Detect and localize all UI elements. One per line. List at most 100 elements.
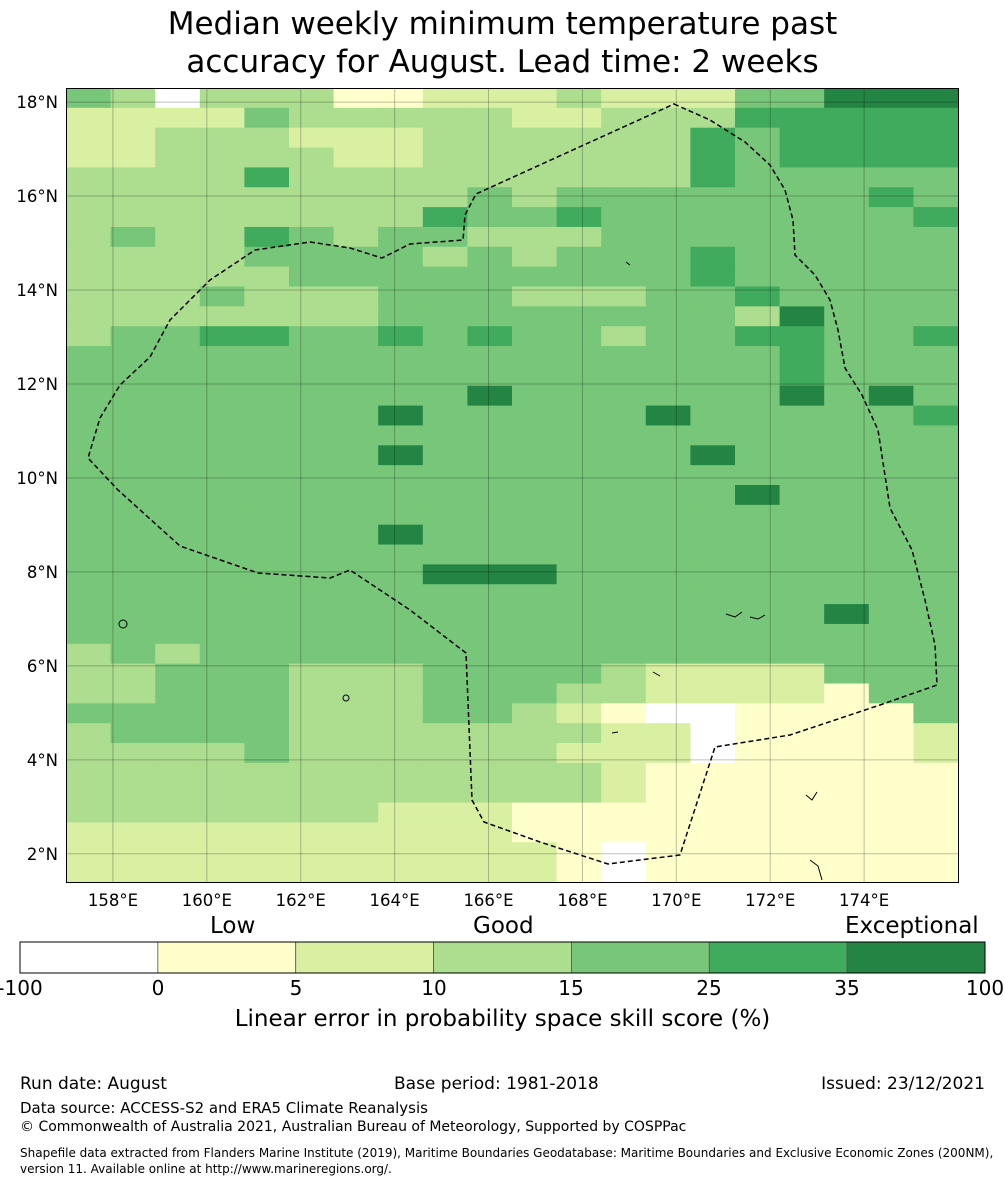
grid-cell [913,782,959,804]
grid-cell [110,485,156,506]
grid-cell [422,88,468,109]
grid-cell [556,88,602,109]
grid-cell [556,226,602,248]
grid-cell [601,842,647,863]
grid-cell [601,504,647,526]
grid-cell [868,445,914,466]
grid-cell [645,544,691,565]
latitude-tick-label: 18°N [16,93,58,112]
grid-cell [467,465,513,486]
grid-cell [467,365,513,387]
grid-cell [512,504,558,526]
grid-cell [422,127,468,149]
grid-cell [690,485,736,506]
grid-cell [289,564,335,585]
grid-cell [422,207,468,228]
grid-cell [467,663,513,685]
grid-cell [289,425,335,446]
grid-cell [690,802,736,824]
grid-cell [378,107,424,129]
grid-cell [512,147,558,168]
longitude-tick-label: 168°E [557,891,607,910]
grid-cell [601,524,647,546]
grid-cell [779,782,825,804]
grid-cell [868,365,914,387]
grid-cell [690,524,736,546]
grid-cell [244,842,290,863]
grid-cell [422,425,468,446]
grid-cell [244,465,290,486]
grid-cell [110,425,156,446]
grid-cell [155,385,201,407]
longitude-tick-label: 174°E [839,891,889,910]
grid-cell [467,167,513,188]
grid-cell [868,604,914,625]
grid-cell [199,425,245,446]
grid-cell [110,762,156,784]
grid-cell [333,723,379,744]
grid-cell [110,226,156,248]
grid-cell [913,405,959,427]
grid-cell [913,306,959,327]
grid-cell [868,465,914,486]
grid-cell [601,346,647,367]
grid-cell [735,504,781,526]
grid-cell [735,385,781,407]
grid-cell [467,286,513,307]
grid-cell [333,346,379,367]
grid-cell [378,88,424,109]
grid-cell [824,663,870,685]
latitude-tick-label: 14°N [16,281,58,300]
grid-cell [868,822,914,843]
grid-cell [155,485,201,506]
grid-cell [690,306,736,327]
grid-cell [913,127,959,149]
grid-cell [66,226,112,248]
grid-cell [868,286,914,307]
grid-cell [199,842,245,863]
grid-cell [556,862,602,883]
grid-cell [868,723,914,744]
grid-cell [110,107,156,129]
grid-cell [422,643,468,665]
grid-cell [289,663,335,685]
grid-cell [779,544,825,565]
grid-cell [110,346,156,367]
grid-cell [289,365,335,387]
grid-cell [868,623,914,645]
colorbar-tick: -100 [0,976,43,1000]
grid-cell [779,485,825,506]
grid-cell [467,306,513,327]
grid-cell [512,584,558,605]
grid-cell [66,385,112,407]
grid-cell [556,266,602,288]
grid-cell [155,167,201,188]
grid-cell [913,564,959,585]
grid-cell [199,643,245,665]
grid-cell [779,306,825,327]
map-title-line-1: Median weekly minimum temperature past [167,6,838,42]
grid-cell [824,762,870,784]
grid-cell [244,286,290,307]
grid-cell [199,485,245,506]
grid-cell [155,405,201,427]
grid-cell [333,425,379,446]
grid-cell [601,147,647,168]
grid-cell [868,266,914,288]
grid-cell [378,842,424,863]
grid-cell [645,723,691,744]
latitude-labels: 18°N 16°N 14°N 12°N 10°N 8°N 6°N 4°N 2°N [16,93,58,864]
grid-cell [244,445,290,466]
grid-cell [110,385,156,407]
grid-cell [556,623,602,645]
grid-cell [199,723,245,744]
grid-cell [601,604,647,625]
grid-cell [244,643,290,665]
grid-cell [289,703,335,724]
grid-cell [556,524,602,546]
grid-cell [735,88,781,109]
grid-cell [690,167,736,188]
grid-cell [333,643,379,665]
grid-cell [735,584,781,605]
grid-cell [333,524,379,546]
